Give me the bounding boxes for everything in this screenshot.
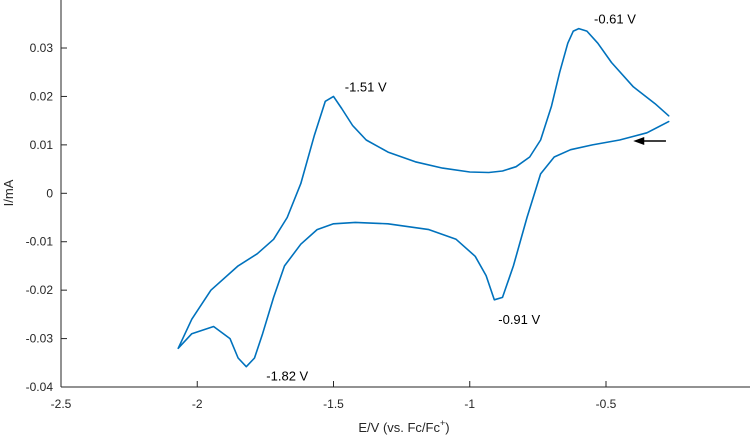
x-axis-title-main: E/V (vs. Fc/Fc [358, 420, 440, 435]
x-axis-title-end: ) [445, 420, 449, 435]
y-tick-label: -0.03 [26, 332, 54, 346]
y-axis-title: I/mA [1, 179, 16, 206]
axes-frame [60, 0, 750, 388]
peak-annotation: -0.61 V [594, 12, 636, 27]
x-tick-label: -1.5 [323, 397, 344, 411]
x-tick-label: -1 [464, 397, 475, 411]
y-tick-label: 0.03 [30, 41, 54, 55]
arrow-head [633, 136, 645, 145]
x-tick-label: -2 [192, 397, 203, 411]
peak-annotation: -1.51 V [345, 79, 387, 94]
x-tick-label: -0.5 [596, 397, 617, 411]
x-tick-label: -2.5 [51, 397, 72, 411]
cv-curve [177, 27, 670, 368]
y-tick-label: 0.01 [30, 138, 54, 152]
peak-annotation: -0.91 V [498, 312, 540, 327]
x-axis-title: E/V (vs. Fc/Fc+) [358, 418, 449, 435]
tick-marks [60, 47, 607, 388]
y-tick-label: 0.02 [30, 89, 54, 103]
y-tick-label: -0.01 [26, 235, 54, 249]
tick-labels: -2.5 -2 -1.5 -1 -0.5 -0.04 -0.03 -0.02 -0.01 0 0.0… [26, 41, 617, 411]
scan-direction-arrow [633, 136, 666, 145]
y-tick-label: -0.04 [26, 380, 54, 394]
peak-annotations: -0.61 V -1.51 V -0.91 V -1.82 V [266, 12, 636, 384]
y-tick-label: -0.02 [26, 283, 54, 297]
x-axis-title-sup: + [440, 418, 445, 428]
peak-annotation: -1.82 V [266, 369, 308, 384]
y-tick-label: 0 [46, 186, 53, 200]
